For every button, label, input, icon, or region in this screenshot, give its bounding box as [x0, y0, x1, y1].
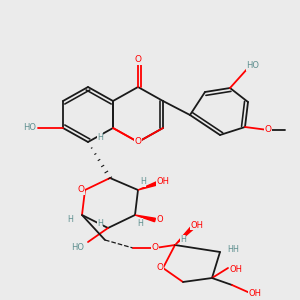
Text: H: H — [97, 218, 103, 227]
Polygon shape — [175, 227, 193, 245]
Text: HO: HO — [71, 242, 85, 251]
Text: H: H — [180, 236, 186, 244]
Text: H: H — [67, 215, 73, 224]
Polygon shape — [138, 181, 159, 190]
Text: H: H — [137, 218, 143, 227]
Text: O: O — [157, 215, 163, 224]
Text: O: O — [134, 137, 142, 146]
Text: OH: OH — [190, 220, 203, 230]
Text: OH: OH — [230, 266, 242, 274]
Text: H: H — [140, 178, 146, 187]
Text: HO: HO — [23, 124, 37, 133]
Text: O: O — [157, 263, 164, 272]
Text: H: H — [227, 244, 233, 253]
Text: O: O — [134, 56, 142, 64]
Text: OH: OH — [248, 289, 262, 298]
Text: OH: OH — [157, 176, 169, 185]
Text: H: H — [232, 245, 238, 254]
Polygon shape — [135, 215, 155, 222]
Text: O: O — [265, 125, 272, 134]
Text: H: H — [97, 133, 103, 142]
Text: HO: HO — [247, 61, 260, 70]
Text: O: O — [152, 244, 158, 253]
Text: O: O — [77, 185, 85, 194]
